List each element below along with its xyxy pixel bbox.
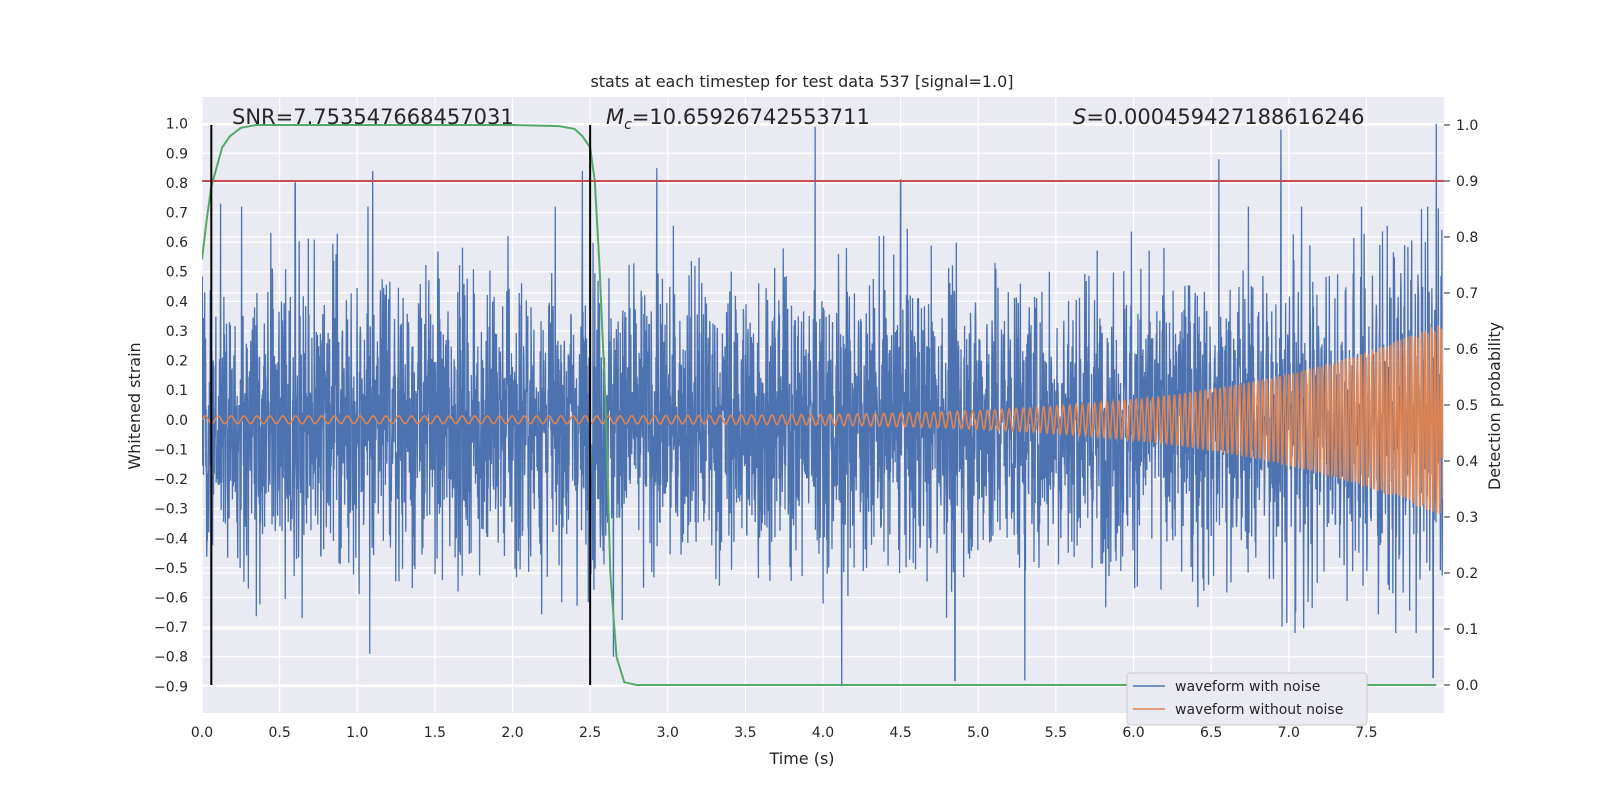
series-clean-waveform <box>202 325 1444 514</box>
chirp-mass-subscript: c <box>624 117 632 133</box>
y-tick-label: −0.1 <box>154 442 188 458</box>
vertical-markers <box>210 125 592 685</box>
x-tick-label: 2.0 <box>501 725 523 741</box>
y-tick-label: 1.0 <box>166 117 188 133</box>
y-axis-ticks: 1.0 0.9 0.8 0.7 0.6 0.5 0.4 0.3 0.2 0.1 0.0 −0.1 −0.… <box>154 117 188 696</box>
y-tick-label: 0.3 <box>166 324 188 340</box>
y-tick-label: 0.8 <box>166 176 188 192</box>
y2-tick-label: 0.7 <box>1456 286 1478 302</box>
x-tick-label: 4.5 <box>889 725 911 741</box>
x-tick-label: 0.0 <box>191 725 213 741</box>
x-tick-label: 1.5 <box>424 725 446 741</box>
y2-tick-label: 0.4 <box>1456 454 1478 470</box>
y-tick-label: 0.0 <box>166 413 188 429</box>
y2-tick-label: 1.0 <box>1456 118 1478 134</box>
y2-tick-label: 0.3 <box>1456 510 1478 526</box>
x-tick-label: 3.0 <box>657 725 679 741</box>
y-tick-label: 0.4 <box>166 294 188 310</box>
legend-label-noisy: waveform with noise <box>1175 679 1320 695</box>
y2-tick-label: 0.0 <box>1456 678 1478 694</box>
y-tick-label: 0.6 <box>166 235 188 251</box>
score-annotation: S=0.000459427188616246 <box>1073 105 1364 129</box>
y2-tick-label: 0.8 <box>1456 230 1478 246</box>
x-tick-label: 4.0 <box>812 725 834 741</box>
x-tick-label: 5.5 <box>1045 725 1067 741</box>
y2-tick-label: 0.1 <box>1456 622 1478 638</box>
chirp-mass-annotation: Mc=10.65926742553711 <box>606 105 870 133</box>
chirp-mass-symbol: M <box>606 105 624 129</box>
y-tick-label: −0.6 <box>154 591 188 607</box>
y2-tick-label: 0.2 <box>1456 566 1478 582</box>
y-tick-label: −0.9 <box>154 679 188 695</box>
x-tick-label: 6.0 <box>1122 725 1144 741</box>
y-axis-label: Whitened strain <box>125 342 144 469</box>
x-tick-label: 6.5 <box>1200 725 1222 741</box>
y2-tick-label: 0.9 <box>1456 174 1478 190</box>
y-tick-label: −0.2 <box>154 472 188 488</box>
x-axis-label: Time (s) <box>768 749 834 768</box>
score-value: =0.000459427188616246 <box>1086 105 1364 129</box>
x-tick-label: 2.5 <box>579 725 601 741</box>
x-tick-label: 0.5 <box>268 725 290 741</box>
y-tick-label: −0.8 <box>154 650 188 666</box>
y-tick-label: −0.5 <box>154 561 188 577</box>
y-tick-label: 0.7 <box>166 206 188 222</box>
series-detection-probability <box>202 124 1437 686</box>
y-tick-label: 0.2 <box>166 354 188 370</box>
x-tick-label: 7.0 <box>1278 725 1300 741</box>
chirp-mass-value: =10.65926742553711 <box>632 105 870 129</box>
snr-annotation: SNR=7.753547668457031 <box>232 105 514 129</box>
y2-axis-ticks: 1.0 0.9 0.8 0.7 0.6 0.5 0.4 0.3 0.2 0.1 0.0 <box>1444 118 1478 694</box>
y2-tick-label: 0.5 <box>1456 398 1478 414</box>
x-tick-label: 1.0 <box>346 725 368 741</box>
x-tick-label: 5.0 <box>967 725 989 741</box>
y-tick-label: 0.5 <box>166 265 188 281</box>
y-tick-label: 0.1 <box>166 383 188 399</box>
x-axis-ticks: 0.0 0.5 1.0 1.5 2.0 2.5 3.0 3.5 4.0 4.5 5.0 5.5 6.0 6… <box>191 725 1378 741</box>
y2-tick-label: 0.6 <box>1456 342 1478 358</box>
y-tick-label: −0.4 <box>154 531 188 547</box>
y-tick-label: 0.9 <box>166 146 188 162</box>
y-tick-label: −0.7 <box>154 620 188 636</box>
chart-title: stats at each timestep for test data 537… <box>590 72 1013 91</box>
y-tick-label: −0.3 <box>154 502 188 518</box>
y2-axis-label: Detection probability <box>1485 322 1504 490</box>
legend: waveform with noise waveform without noi… <box>1126 672 1368 726</box>
x-tick-label: 3.5 <box>734 725 756 741</box>
score-symbol: S <box>1073 105 1086 129</box>
legend-box <box>1126 672 1368 726</box>
legend-label-clean: waveform without noise <box>1175 702 1343 718</box>
x-tick-label: 7.5 <box>1355 725 1377 741</box>
